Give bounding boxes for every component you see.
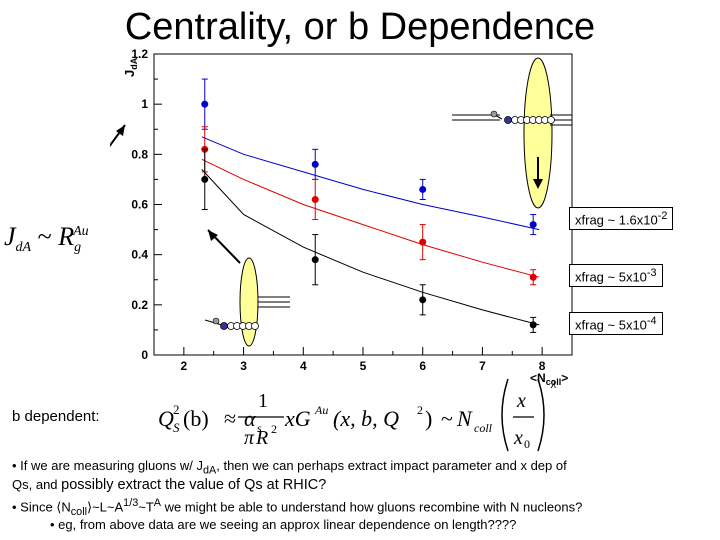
svg-text:S: S [173,420,180,435]
svg-text:coll: coll [474,421,493,435]
svg-text:R: R [255,427,268,449]
svg-text:N: N [456,406,473,431]
svg-text:xG: xG [284,406,311,431]
data-point [311,256,319,264]
plot-frame [153,53,573,356]
note-line-2: Qs, and possibly extract the value of Qs… [12,477,327,493]
svg-text:JdA: JdA [122,57,139,77]
svg-text:(x, b, Q: (x, b, Q [333,406,399,431]
nucleus-diagram-large [452,57,572,209]
x-tick-label: 2 [181,359,188,373]
data-point [529,321,537,329]
b-dependent-label: b dependent: [12,408,100,425]
jda-rg-formula: JdA ~ RgAu [4,222,89,256]
svg-text:0: 0 [524,437,530,451]
x-tick-label: 4 [300,359,307,373]
svg-text:λ: λ [550,377,556,391]
svg-text:<Ncoll>: <Ncoll> [530,371,568,385]
fit-curves [201,136,540,326]
slide-title: Centrality, or b Dependence [124,6,596,48]
svg-text:Au: Au [314,403,328,417]
qs-formula: Q 2 S (b) ≈ α s 1 π R 2 xG Au (x, b, Q 2… [158,377,556,452]
x-tick-label: 3 [240,359,247,373]
legend-entry-1: xfrag ~ 1.6x10-2 [569,207,674,231]
y-tick-label: 0.2 [131,298,148,312]
svg-text:2: 2 [271,422,277,436]
data-point [201,100,209,108]
x-tick-label: 5 [360,359,367,373]
svg-text:x: x [516,390,526,412]
data-points [201,78,537,333]
svg-text:(b): (b) [183,406,209,431]
y-tick-label: 0 [141,348,148,362]
y-tick-label: 1.2 [131,47,148,61]
data-point [201,175,209,183]
data-point [311,195,319,203]
data-point [311,160,319,168]
legend-entry-2: xfrag ~ 5x10-3 [569,264,663,288]
svg-text:x: x [513,427,523,449]
svg-text:~: ~ [441,406,453,431]
svg-text:2: 2 [173,402,180,417]
y-tick-label: 0.4 [131,248,148,262]
x-axis-label: <Ncoll> [530,371,568,385]
note-line-4: • eg, from above data are we seeing an a… [50,517,517,532]
fit-curve-1 [201,136,540,231]
note-line-1: • If we are measuring gluons w/ JdA, the… [12,458,567,477]
plot-axes: 2 3 4 5 6 7 8 0 0.2 0.4 0.6 0.8 1 1.2 [131,47,573,373]
y-axis-label: JdA [122,57,139,77]
x-tick-label: 7 [479,359,486,373]
data-point [419,238,427,246]
x-tick-label: 8 [539,359,546,373]
nucleus-diagram-small [110,124,290,347]
svg-text:Q: Q [158,406,174,431]
chart: JdA 2 3 4 5 6 7 8 0 0.2 0.4 0.6 0.8 1 1.2 <Ncoll> [110,47,573,385]
legend-entry-3: xfrag ~ 5x10-4 [569,312,663,336]
svg-text:s: s [257,421,262,435]
svg-text:≈: ≈ [224,406,236,431]
svg-text:1: 1 [258,390,268,412]
data-point [529,273,537,281]
svg-text:α: α [244,406,256,431]
y-tick-label: 1 [141,97,148,111]
svg-text:π: π [244,427,255,449]
data-point [529,221,537,229]
y-tick-label: 0.6 [131,198,148,212]
note-line-3: • Since ⟨Ncoll⟩~L~A1/3~TA we might be ab… [12,497,583,518]
svg-text:): ) [425,406,432,431]
fit-curve-2 [201,158,540,278]
data-point [419,296,427,304]
data-point [419,185,427,193]
y-tick-label: 0.8 [131,147,148,161]
fit-curve-3 [201,169,540,326]
svg-text:2: 2 [417,403,423,417]
x-tick-label: 6 [419,359,426,373]
